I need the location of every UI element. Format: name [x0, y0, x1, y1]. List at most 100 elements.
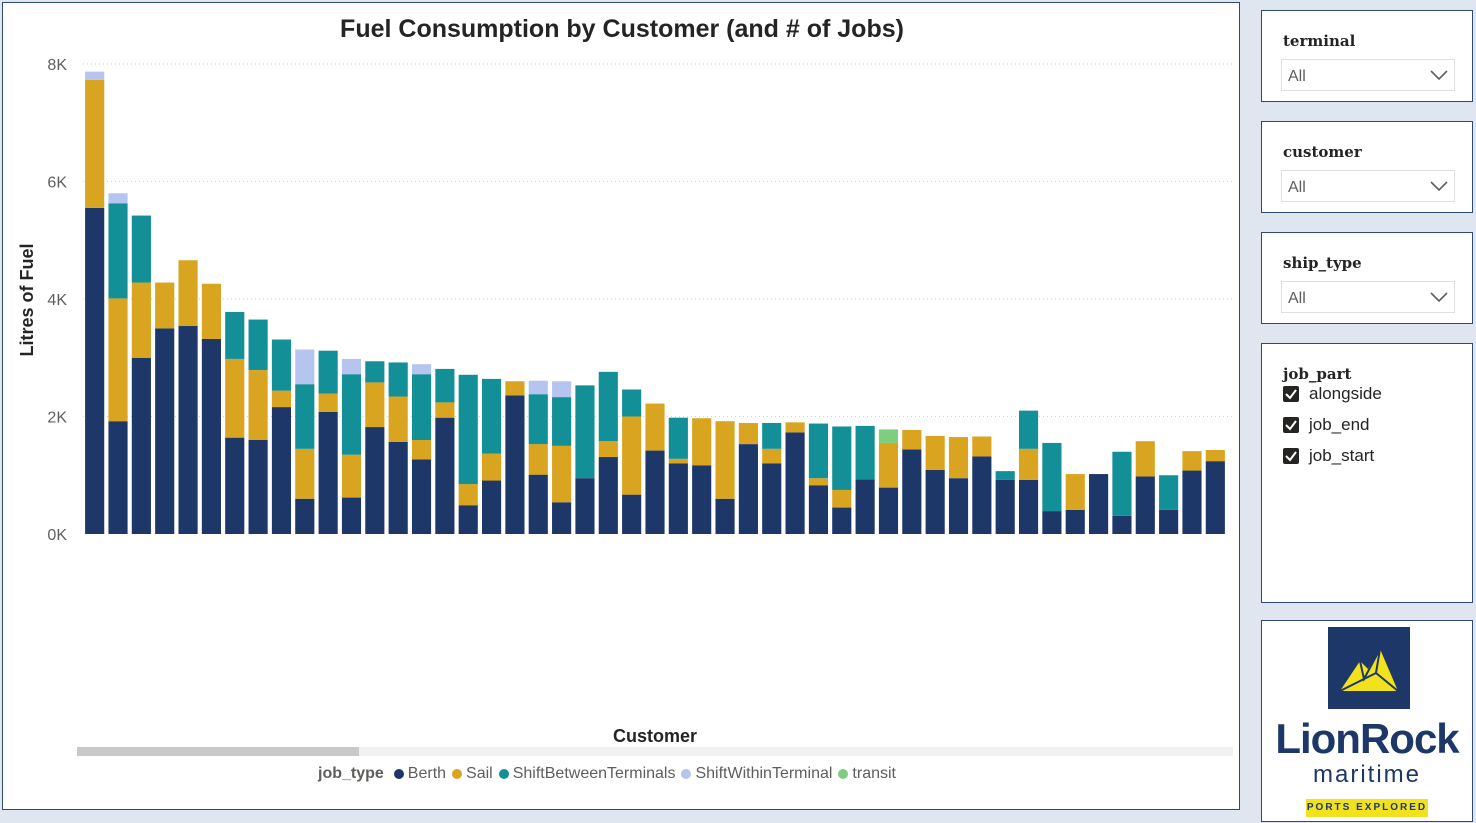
bar-segment-berth[interactable] [1018, 479, 1039, 534]
bar-segment-sail[interactable] [762, 448, 782, 464]
checkbox-checked-icon[interactable] [1283, 448, 1299, 464]
bar-segment-shiftbetweenterminals[interactable] [458, 374, 478, 485]
bar-segment-berth[interactable] [85, 207, 105, 534]
bar-segment-berth[interactable] [972, 456, 992, 534]
bar-segment-berth[interactable] [785, 432, 805, 534]
horizontal-scrollbar[interactable] [77, 747, 1233, 756]
bar-segment-berth[interactable] [552, 502, 572, 534]
bar-segment-sail[interactable] [248, 370, 268, 440]
bar-segment-berth[interactable] [505, 395, 525, 534]
bar-segment-sail[interactable] [201, 283, 221, 339]
bar-segment-berth[interactable] [201, 338, 221, 534]
bar-segment-shiftbetweenterminals[interactable] [855, 425, 875, 480]
bar-segment-shiftwithinterminal[interactable] [552, 381, 572, 398]
bar-segment-sail[interactable] [552, 445, 572, 503]
bar-segment-berth[interactable] [575, 478, 595, 534]
bar-segment-berth[interactable] [108, 421, 128, 534]
checkbox-checked-icon[interactable] [1283, 417, 1299, 433]
bar-segment-berth[interactable] [832, 507, 852, 534]
bar-segment-sail[interactable] [902, 430, 922, 450]
bar-segment-sail[interactable] [832, 489, 852, 508]
bar-segment-shiftbetweenterminals[interactable] [435, 368, 455, 403]
checkbox-checked-icon[interactable] [1283, 386, 1299, 402]
bar-segment-sail[interactable] [598, 441, 618, 458]
bar-segment-shiftbetweenterminals[interactable] [388, 362, 408, 397]
bar-segment-sail[interactable] [225, 358, 245, 438]
bar-segment-berth[interactable] [1112, 515, 1132, 534]
bar-segment-berth[interactable] [1042, 511, 1062, 534]
bar-segment-berth[interactable] [878, 487, 899, 534]
bar-segment-berth[interactable] [622, 494, 642, 534]
bar-segment-sail[interactable] [622, 416, 642, 495]
bar-segment-sail[interactable] [878, 442, 899, 488]
bar-segment-shiftbetweenterminals[interactable] [552, 397, 572, 446]
bar-segment-sail[interactable] [178, 260, 198, 327]
bar-segment-berth[interactable] [248, 440, 268, 534]
bar-segment-berth[interactable] [855, 479, 875, 534]
bar-segment-berth[interactable] [365, 427, 385, 534]
bar-segment-berth[interactable] [341, 497, 362, 534]
scrollbar-thumb[interactable] [77, 747, 359, 756]
bar-segment-berth[interactable] [692, 465, 712, 534]
bar-segment-berth[interactable] [435, 417, 455, 534]
bar-segment-transit[interactable] [878, 429, 899, 443]
bar-segment-berth[interactable] [178, 326, 198, 534]
bar-segment-sail[interactable] [435, 402, 455, 418]
bar-segment-berth[interactable] [131, 357, 151, 534]
bar-segment-shiftbetweenterminals[interactable] [411, 374, 432, 440]
bar-segment-berth[interactable] [388, 441, 408, 534]
bar-segment-sail[interactable] [948, 437, 969, 479]
checkbox-alongside[interactable]: alongside [1283, 384, 1382, 404]
bar-segment-sail[interactable] [715, 421, 735, 499]
bar-segment-sail[interactable] [1065, 474, 1085, 510]
bar-segment-sail[interactable] [1135, 441, 1155, 477]
bar-segment-shiftbetweenterminals[interactable] [295, 384, 315, 449]
checkbox-job-end[interactable]: job_end [1283, 415, 1370, 435]
ship-type-dropdown[interactable]: All [1281, 281, 1455, 313]
bar-segment-berth[interactable] [155, 328, 175, 535]
bar-segment-berth[interactable] [1182, 470, 1202, 534]
legend-item-transit[interactable]: transit [838, 765, 896, 783]
bar-segment-shiftbetweenterminals[interactable] [622, 389, 642, 417]
bar-segment-berth[interactable] [1135, 476, 1155, 534]
bar-segment-berth[interactable] [528, 474, 548, 534]
bar-segment-shiftbetweenterminals[interactable] [575, 385, 595, 479]
bar-segment-sail[interactable] [645, 403, 665, 451]
bar-segment-berth[interactable] [482, 480, 502, 534]
bar-segment-shiftbetweenterminals[interactable] [668, 417, 688, 459]
bar-segment-sail[interactable] [785, 422, 805, 433]
bar-segment-shiftbetweenterminals[interactable] [808, 423, 828, 479]
terminal-dropdown[interactable]: All [1281, 59, 1455, 91]
bar-segment-sail[interactable] [482, 453, 502, 481]
bar-segment-sail[interactable] [925, 435, 945, 470]
bar-segment-sail[interactable] [528, 444, 548, 475]
bar-segment-sail[interactable] [458, 484, 478, 506]
bar-segment-sail[interactable] [341, 454, 362, 498]
bar-segment-berth[interactable] [668, 463, 688, 535]
checkbox-job-start[interactable]: job_start [1283, 446, 1374, 466]
bar-segment-berth[interactable] [808, 485, 828, 534]
bar-segment-sail[interactable] [318, 393, 338, 412]
bar-segment-shiftwithinterminal[interactable] [411, 364, 432, 375]
bar-segment-shiftbetweenterminals[interactable] [1018, 410, 1039, 449]
bar-segment-shiftbetweenterminals[interactable] [248, 319, 268, 371]
bar-segment-shiftbetweenterminals[interactable] [318, 350, 338, 394]
bar-segment-sail[interactable] [505, 381, 525, 396]
bar-segment-shiftwithinterminal[interactable] [108, 193, 128, 204]
bar-segment-shiftbetweenterminals[interactable] [225, 311, 245, 359]
customer-dropdown[interactable]: All [1281, 170, 1455, 202]
bar-segment-sail[interactable] [388, 396, 408, 442]
bar-segment-berth[interactable] [295, 498, 315, 534]
bar-segment-sail[interactable] [1018, 448, 1039, 480]
bar-segment-shiftbetweenterminals[interactable] [108, 203, 128, 299]
bar-segment-shiftwithinterminal[interactable] [528, 380, 548, 395]
bar-segment-shiftbetweenterminals[interactable] [271, 339, 292, 391]
bar-segment-sail[interactable] [1205, 449, 1225, 462]
bar-segment-sail[interactable] [1182, 451, 1202, 471]
legend-item-berth[interactable]: Berth [393, 765, 446, 783]
bar-segment-berth[interactable] [411, 459, 432, 534]
bar-segment-berth[interactable] [271, 407, 292, 534]
bar-segment-shiftbetweenterminals[interactable] [1112, 451, 1132, 516]
bar-segment-berth[interactable] [318, 411, 338, 534]
bar-segment-sail[interactable] [692, 418, 712, 466]
